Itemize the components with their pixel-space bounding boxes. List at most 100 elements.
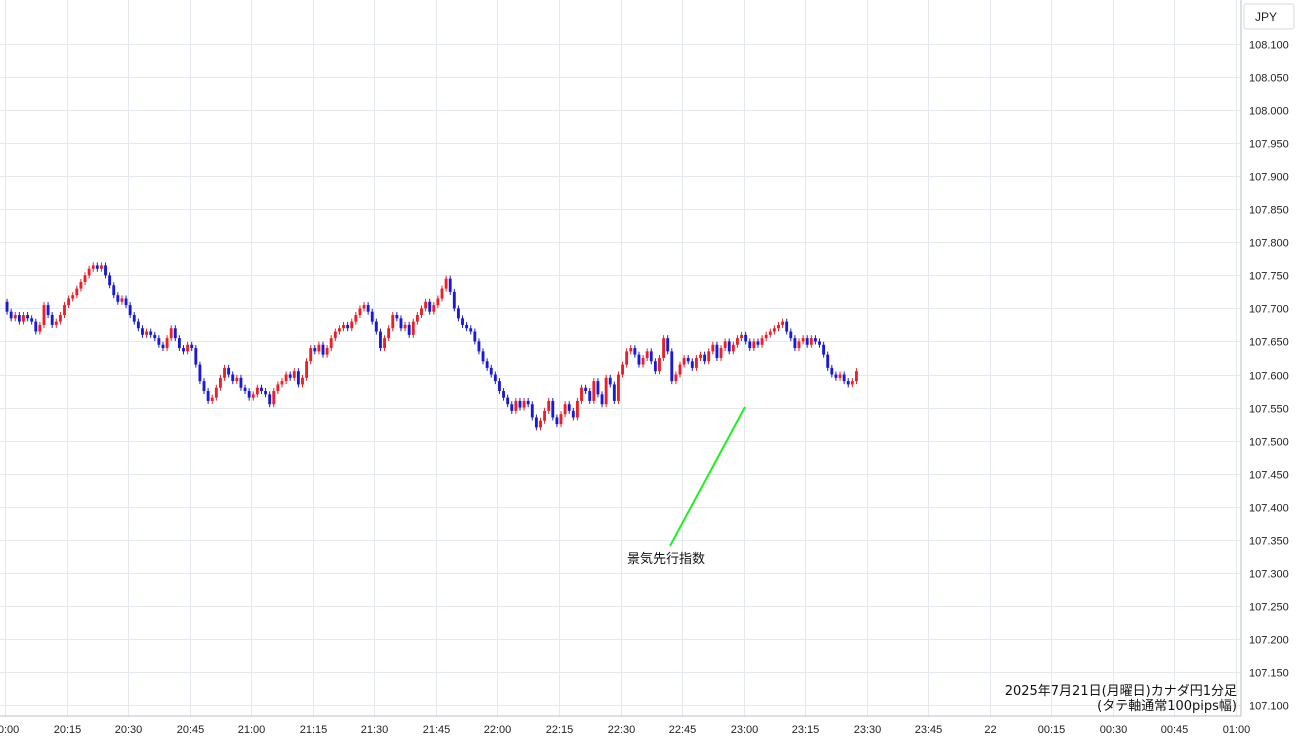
candle-body <box>641 357 645 365</box>
candle <box>801 335 805 345</box>
candle-body <box>534 417 538 428</box>
candle-body <box>407 324 411 335</box>
candle <box>54 318 58 328</box>
candle-body <box>789 331 793 339</box>
candle <box>772 325 776 335</box>
candle-body <box>740 334 743 339</box>
candle-body <box>292 371 296 378</box>
candle-body <box>63 305 66 316</box>
candle <box>30 315 34 325</box>
candle-body <box>366 305 370 312</box>
candle-body <box>436 298 440 306</box>
candle-body <box>744 334 748 342</box>
candle <box>124 295 128 309</box>
candle-body <box>719 348 723 358</box>
candle-body <box>99 265 103 269</box>
caption-line-1: 2025年7月21日(月曜日)カナダ円1分足 <box>1005 684 1237 699</box>
candle-body <box>124 298 128 306</box>
candle <box>235 374 239 385</box>
candle-body <box>604 377 608 405</box>
candle-body <box>785 321 789 332</box>
candle-body <box>420 308 423 316</box>
candle <box>153 331 157 342</box>
candle-body <box>801 338 805 342</box>
candle <box>288 371 292 381</box>
candle-body <box>477 341 481 352</box>
candle <box>653 358 657 375</box>
x-tick-label: 22:00 <box>484 724 512 736</box>
candle-body <box>522 400 526 408</box>
candle <box>13 312 17 322</box>
candle <box>465 321 469 332</box>
x-tick-label: 00:45 <box>1161 724 1189 736</box>
candle <box>703 351 707 365</box>
y-tick-label: 107.400 <box>1249 503 1289 515</box>
candle <box>165 335 169 352</box>
candle-body <box>342 324 345 329</box>
candle-body <box>153 334 157 339</box>
candle-body <box>177 338 181 349</box>
candle-body <box>186 344 190 352</box>
candle <box>666 335 670 355</box>
candle-body <box>30 318 34 322</box>
candle <box>489 364 493 378</box>
candle-body <box>748 341 752 349</box>
candle-body <box>26 315 30 319</box>
candle <box>575 397 579 421</box>
candle-body <box>752 341 756 349</box>
candle <box>83 272 87 285</box>
y-tick-label: 108.050 <box>1249 73 1289 85</box>
candle <box>432 302 436 315</box>
candle <box>539 417 542 431</box>
candle-body <box>415 315 419 322</box>
candle-body <box>71 295 75 299</box>
candle <box>723 338 727 352</box>
x-tick-label: 00:30 <box>1100 724 1128 736</box>
y-tick-label: 108.000 <box>1249 106 1289 118</box>
candle <box>63 302 66 319</box>
candle-body <box>288 374 292 378</box>
candle-body <box>465 324 469 329</box>
candle-body <box>489 367 493 375</box>
candle-body <box>198 364 202 382</box>
candle-body <box>395 315 399 319</box>
y-tick-label: 107.500 <box>1249 437 1289 449</box>
candle-body <box>350 321 354 329</box>
candle <box>826 351 830 371</box>
candle <box>813 335 817 345</box>
candle <box>731 341 735 355</box>
candle-body <box>448 278 452 292</box>
candle-body <box>354 315 358 322</box>
candle <box>227 364 231 378</box>
candle <box>428 298 432 315</box>
y-tick-label: 107.750 <box>1249 271 1289 283</box>
x-tick-label: 22 <box>984 724 996 736</box>
candle <box>760 335 764 348</box>
candle-body <box>112 285 116 296</box>
candle <box>350 318 354 332</box>
candle <box>346 321 350 332</box>
candle <box>255 384 259 398</box>
candle-body <box>145 331 149 335</box>
candle-body <box>703 354 707 362</box>
candle-body <box>662 338 666 358</box>
candle <box>448 275 452 295</box>
candle <box>358 305 362 319</box>
y-tick-label: 107.150 <box>1249 668 1289 680</box>
candle-body <box>493 374 497 382</box>
x-tick-label: 23:30 <box>854 724 882 736</box>
candle-body <box>510 404 514 411</box>
candle-body <box>768 331 772 335</box>
candle-body <box>481 351 485 362</box>
x-tick-label: 23:45 <box>915 724 943 736</box>
x-tick-label: 21:15 <box>300 724 328 736</box>
candle <box>617 371 620 404</box>
candle-body <box>83 275 87 282</box>
candle-body <box>13 315 17 319</box>
candle-body <box>694 357 698 368</box>
candle <box>592 378 596 404</box>
candle <box>309 345 313 365</box>
candle-body <box>136 321 140 329</box>
candle <box>559 411 563 428</box>
